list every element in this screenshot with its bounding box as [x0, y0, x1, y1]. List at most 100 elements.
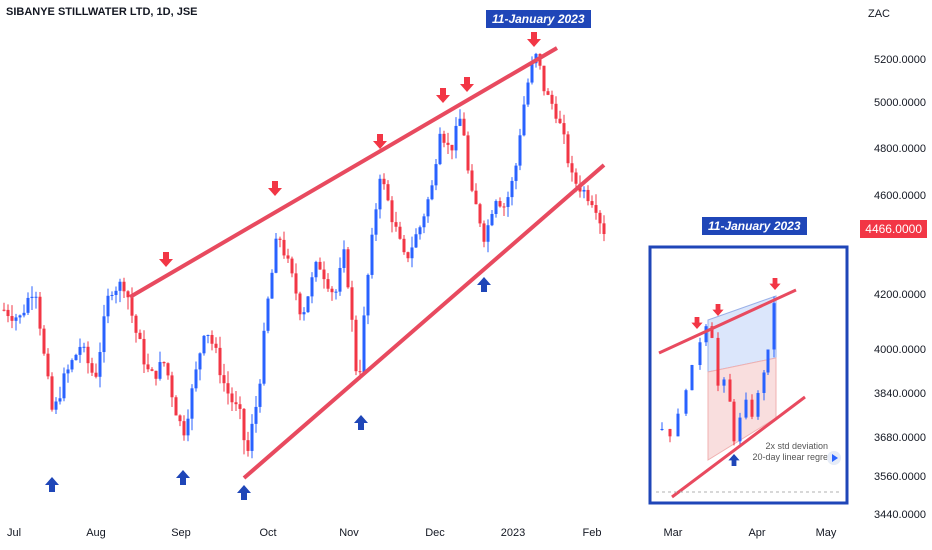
candle-body — [334, 291, 338, 293]
candle-body — [50, 376, 54, 410]
candle-body — [486, 225, 490, 242]
candle-body — [134, 315, 138, 333]
candle-body — [522, 104, 526, 136]
candle-body — [518, 135, 522, 166]
candle-body — [366, 274, 370, 316]
date-callout-main: 11-January 2023 — [486, 10, 591, 28]
candles-main — [2, 52, 606, 459]
candle-body — [218, 347, 222, 376]
candle-body — [90, 363, 94, 373]
x-tick-label: 2023 — [500, 527, 526, 539]
inset-note: 2x std deviation 20-day linear regre — [735, 441, 828, 463]
candle-body — [494, 201, 498, 214]
x-tick-label: Oct — [259, 527, 277, 539]
y-tick-label: 5200.0000 — [874, 54, 926, 66]
candle-body — [26, 297, 30, 313]
candle-body — [38, 296, 42, 329]
candle-body — [210, 334, 214, 344]
candle-body — [98, 352, 102, 377]
candle-body — [266, 298, 270, 331]
candle-body — [54, 401, 58, 410]
arrow-down-icon — [268, 181, 282, 196]
candle-body — [354, 319, 358, 372]
arrow-down-icon — [712, 304, 724, 316]
candle-body — [582, 189, 586, 192]
candle-body — [362, 315, 366, 373]
candle-body — [174, 397, 178, 416]
candle-body — [590, 201, 594, 206]
candle-body — [346, 249, 350, 288]
candle-body — [202, 335, 206, 354]
y-tick-label: 3440.0000 — [874, 509, 926, 521]
symbol-header: SIBANYE STILLWATER LTD, 1D, JSE — [6, 6, 198, 18]
arrow-up-icon — [354, 415, 368, 430]
inset-candle-body — [722, 379, 726, 386]
x-tick-label: Mar — [663, 527, 683, 539]
candle-body — [254, 406, 258, 424]
candle-body — [142, 338, 146, 365]
candle-body — [394, 222, 398, 227]
candle-body — [550, 94, 554, 104]
candle-body — [406, 252, 410, 259]
candle-body — [350, 287, 354, 320]
inset-note-line2: 20-day linear regre — [752, 452, 828, 462]
inset-candle-body — [660, 428, 664, 430]
candle-body — [442, 133, 446, 143]
inset-candle-body — [668, 428, 672, 437]
candle-body — [170, 375, 174, 398]
candle-body — [410, 247, 414, 259]
arrow-down-icon — [159, 252, 173, 267]
arrow-markers — [45, 32, 541, 500]
candle-body — [418, 227, 422, 235]
candle-body — [510, 180, 514, 198]
y-tick-label: 4200.0000 — [874, 289, 926, 301]
inset-note-line1: 2x std deviation — [765, 441, 828, 451]
candle-body — [438, 133, 442, 165]
candle-body — [222, 375, 226, 384]
candle-body — [294, 273, 298, 294]
candle-body — [14, 317, 18, 321]
candle-body — [206, 334, 210, 336]
candle-body — [158, 362, 162, 379]
arrow-down-icon — [769, 278, 781, 290]
candle-body — [594, 205, 598, 213]
candle-body — [426, 199, 430, 217]
candle-body — [374, 209, 378, 235]
candle-body — [154, 370, 158, 379]
candle-body — [146, 364, 150, 370]
candle-body — [422, 216, 426, 228]
inset-candle-body — [716, 337, 720, 386]
candle-body — [402, 238, 406, 253]
candle-body — [138, 332, 142, 339]
inset-candles — [660, 296, 776, 448]
arrow-up-icon — [45, 477, 59, 492]
candle-body — [326, 279, 330, 289]
candle-body — [22, 312, 26, 316]
candle-body — [562, 123, 566, 135]
candle-body — [598, 212, 602, 224]
candle-body — [514, 165, 518, 181]
candle-body — [234, 402, 238, 405]
candle-body — [498, 201, 502, 207]
candle-body — [358, 371, 362, 373]
candle-body — [82, 346, 86, 348]
candle-body — [430, 185, 434, 200]
inset-candle-body — [684, 390, 688, 414]
inset-candle-body — [766, 349, 770, 373]
candle-body — [390, 200, 394, 223]
candle-body — [150, 369, 154, 371]
inset-upper-trendline — [658, 288, 797, 355]
last-price-tag: 4466.0000 — [860, 220, 927, 238]
arrow-down-icon — [373, 134, 387, 149]
inset-candle-body — [728, 379, 732, 402]
y-tick-label: 4000.0000 — [874, 344, 926, 356]
candle-body — [110, 294, 114, 296]
candle-body — [458, 118, 462, 126]
play-icon[interactable] — [827, 451, 841, 465]
candle-body — [58, 398, 62, 402]
inset-candle-body — [704, 326, 708, 343]
candle-body — [386, 184, 390, 201]
candle-body — [6, 309, 10, 317]
candle-body — [450, 144, 454, 151]
